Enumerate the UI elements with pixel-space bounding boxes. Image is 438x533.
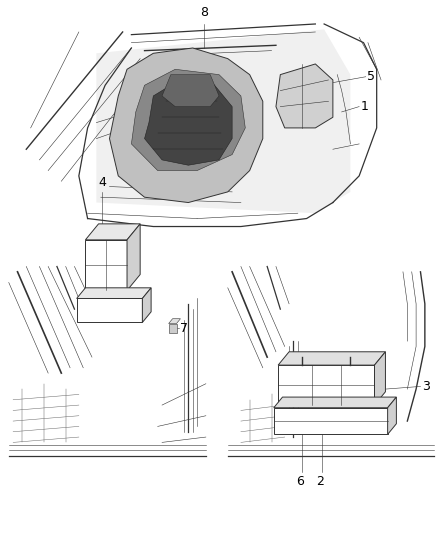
Text: 5: 5 xyxy=(367,70,375,83)
Text: 4: 4 xyxy=(98,176,106,189)
Polygon shape xyxy=(162,75,219,107)
Polygon shape xyxy=(274,408,388,434)
Text: 6: 6 xyxy=(296,475,304,488)
Text: 2: 2 xyxy=(317,475,325,488)
Polygon shape xyxy=(276,64,333,128)
Polygon shape xyxy=(77,298,142,322)
Polygon shape xyxy=(131,69,245,171)
Polygon shape xyxy=(85,224,140,240)
Polygon shape xyxy=(169,324,177,333)
Text: 7: 7 xyxy=(180,322,188,335)
Text: 3: 3 xyxy=(422,380,430,393)
Polygon shape xyxy=(77,288,151,298)
Polygon shape xyxy=(142,288,151,322)
Polygon shape xyxy=(388,397,396,434)
Polygon shape xyxy=(169,319,180,324)
Polygon shape xyxy=(145,80,232,165)
Polygon shape xyxy=(374,352,385,405)
Text: 1: 1 xyxy=(360,100,368,113)
Polygon shape xyxy=(110,48,263,203)
Polygon shape xyxy=(127,224,140,290)
Polygon shape xyxy=(274,397,396,408)
Polygon shape xyxy=(96,29,350,213)
Polygon shape xyxy=(278,365,374,405)
Polygon shape xyxy=(85,240,127,290)
Text: 8: 8 xyxy=(200,6,208,19)
Polygon shape xyxy=(278,352,385,365)
